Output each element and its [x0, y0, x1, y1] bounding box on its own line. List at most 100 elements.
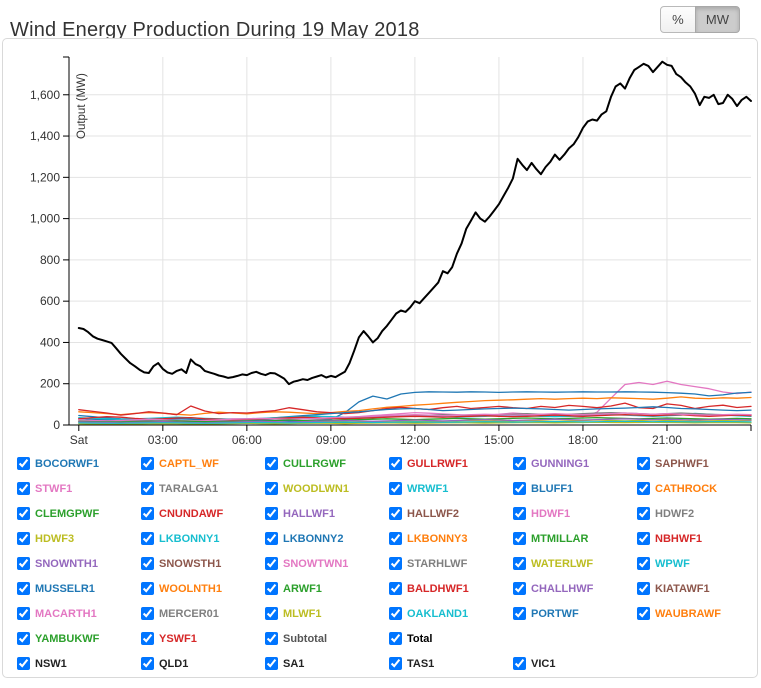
legend-item-PORTWF[interactable]: PORTWF — [513, 607, 637, 620]
legend-checkbox-YAMBUKWF[interactable] — [17, 632, 30, 645]
legend-checkbox-CNUNDAWF[interactable] — [141, 507, 154, 520]
legend-checkbox-STWF1[interactable] — [17, 482, 30, 495]
legend-checkbox-CLEMGPWF[interactable] — [17, 507, 30, 520]
legend-checkbox-BALDHWF1[interactable] — [389, 582, 402, 595]
legend-checkbox-MACARTH1[interactable] — [17, 607, 30, 620]
legend-item-HDWF3[interactable]: HDWF3 — [17, 532, 141, 545]
legend-checkbox-MTMILLAR[interactable] — [513, 532, 526, 545]
legend-checkbox-KIATAWF1[interactable] — [637, 582, 650, 595]
legend-item-KIATAWF1[interactable]: KIATAWF1 — [637, 582, 761, 595]
legend-item-WOODLWN1[interactable]: WOODLWN1 — [265, 482, 389, 495]
legend-item-HALLWF1[interactable]: HALLWF1 — [265, 507, 389, 520]
legend-checkbox-WATERLWF[interactable] — [513, 557, 526, 570]
legend-checkbox-VIC1[interactable] — [513, 657, 526, 670]
legend-item-MLWF1[interactable]: MLWF1 — [265, 607, 389, 620]
legend-checkbox-STARHLWF[interactable] — [389, 557, 402, 570]
legend-item-MERCER01[interactable]: MERCER01 — [141, 607, 265, 620]
legend-item-CHALLHWF[interactable]: CHALLHWF — [513, 582, 637, 595]
legend-checkbox-MLWF1[interactable] — [265, 607, 278, 620]
legend-item-WATERLWF[interactable]: WATERLWF — [513, 557, 637, 570]
legend-checkbox-CAPTL_WF[interactable] — [141, 457, 154, 470]
legend-item-ARWF1[interactable]: ARWF1 — [265, 582, 389, 595]
legend-checkbox-Subtotal[interactable] — [265, 632, 278, 645]
legend-item-HDWF1[interactable]: HDWF1 — [513, 507, 637, 520]
legend-checkbox-WPWF[interactable] — [637, 557, 650, 570]
legend-item-STWF1[interactable]: STWF1 — [17, 482, 141, 495]
legend-checkbox-HALLWF1[interactable] — [265, 507, 278, 520]
legend-checkbox-MERCER01[interactable] — [141, 607, 154, 620]
legend-item-STARHLWF[interactable]: STARHLWF — [389, 557, 513, 570]
legend-checkbox-HDWF3[interactable] — [17, 532, 30, 545]
legend-item-NBHWF1[interactable]: NBHWF1 — [637, 532, 761, 545]
legend-checkbox-HDWF2[interactable] — [637, 507, 650, 520]
legend-item-GULLRWF1[interactable]: GULLRWF1 — [389, 457, 513, 470]
legend-checkbox-OAKLAND1[interactable] — [389, 607, 402, 620]
legend-item-HDWF2[interactable]: HDWF2 — [637, 507, 761, 520]
legend-item-SNOWSTH1[interactable]: SNOWSTH1 — [141, 557, 265, 570]
legend-checkbox-TARALGA1[interactable] — [141, 482, 154, 495]
legend-checkbox-LKBONNY3[interactable] — [389, 532, 402, 545]
legend-item-GUNNING1[interactable]: GUNNING1 — [513, 457, 637, 470]
legend-item-MACARTH1[interactable]: MACARTH1 — [17, 607, 141, 620]
legend-checkbox-Total[interactable] — [389, 632, 402, 645]
legend-item-Total[interactable]: Total — [389, 632, 513, 645]
legend-item-BOCORWF1[interactable]: BOCORWF1 — [17, 457, 141, 470]
legend-item-LKBONNY2[interactable]: LKBONNY2 — [265, 532, 389, 545]
legend-item-HALLWF2[interactable]: HALLWF2 — [389, 507, 513, 520]
legend-checkbox-SNOWTWN1[interactable] — [265, 557, 278, 570]
legend-item-TARALGA1[interactable]: TARALGA1 — [141, 482, 265, 495]
legend-checkbox-CULLRGWF[interactable] — [265, 457, 278, 470]
legend-checkbox-HDWF1[interactable] — [513, 507, 526, 520]
legend-checkbox-NSW1[interactable] — [17, 657, 30, 670]
legend-item-WPWF[interactable]: WPWF — [637, 557, 761, 570]
legend-item-SAPHWF1[interactable]: SAPHWF1 — [637, 457, 761, 470]
legend-checkbox-WOOLNTH1[interactable] — [141, 582, 154, 595]
legend-item-SA1[interactable]: SA1 — [265, 657, 389, 670]
legend-item-Subtotal[interactable]: Subtotal — [265, 632, 389, 645]
legend-item-CULLRGWF[interactable]: CULLRGWF — [265, 457, 389, 470]
legend-checkbox-BOCORWF1[interactable] — [17, 457, 30, 470]
legend-checkbox-WOODLWN1[interactable] — [265, 482, 278, 495]
legend-checkbox-QLD1[interactable] — [141, 657, 154, 670]
legend-checkbox-SA1[interactable] — [265, 657, 278, 670]
legend-item-CATHROCK[interactable]: CATHROCK — [637, 482, 761, 495]
legend-item-QLD1[interactable]: QLD1 — [141, 657, 265, 670]
legend-checkbox-TAS1[interactable] — [389, 657, 402, 670]
legend-item-WRWF1[interactable]: WRWF1 — [389, 482, 513, 495]
legend-item-CNUNDAWF[interactable]: CNUNDAWF — [141, 507, 265, 520]
legend-item-CLEMGPWF[interactable]: CLEMGPWF — [17, 507, 141, 520]
legend-checkbox-NBHWF1[interactable] — [637, 532, 650, 545]
legend-item-WAUBRAWF[interactable]: WAUBRAWF — [637, 607, 761, 620]
legend-checkbox-YSWF1[interactable] — [141, 632, 154, 645]
legend-item-OAKLAND1[interactable]: OAKLAND1 — [389, 607, 513, 620]
legend-item-CAPTL_WF[interactable]: CAPTL_WF — [141, 457, 265, 470]
legend-item-YAMBUKWF[interactable]: YAMBUKWF — [17, 632, 141, 645]
legend-checkbox-SNOWSTH1[interactable] — [141, 557, 154, 570]
legend-checkbox-BLUFF1[interactable] — [513, 482, 526, 495]
legend-checkbox-WAUBRAWF[interactable] — [637, 607, 650, 620]
legend-checkbox-ARWF1[interactable] — [265, 582, 278, 595]
legend-item-LKBONNY1[interactable]: LKBONNY1 — [141, 532, 265, 545]
legend-item-VIC1[interactable]: VIC1 — [513, 657, 637, 670]
legend-item-NSW1[interactable]: NSW1 — [17, 657, 141, 670]
legend-checkbox-CHALLHWF[interactable] — [513, 582, 526, 595]
legend-item-LKBONNY3[interactable]: LKBONNY3 — [389, 532, 513, 545]
legend-checkbox-PORTWF[interactable] — [513, 607, 526, 620]
legend-item-TAS1[interactable]: TAS1 — [389, 657, 513, 670]
legend-checkbox-HALLWF2[interactable] — [389, 507, 402, 520]
legend-item-SNOWTWN1[interactable]: SNOWTWN1 — [265, 557, 389, 570]
legend-checkbox-SAPHWF1[interactable] — [637, 457, 650, 470]
legend-item-YSWF1[interactable]: YSWF1 — [141, 632, 265, 645]
legend-checkbox-CATHROCK[interactable] — [637, 482, 650, 495]
legend-checkbox-GULLRWF1[interactable] — [389, 457, 402, 470]
legend-item-BALDHWF1[interactable]: BALDHWF1 — [389, 582, 513, 595]
legend-checkbox-MUSSELR1[interactable] — [17, 582, 30, 595]
legend-item-MTMILLAR[interactable]: MTMILLAR — [513, 532, 637, 545]
legend-item-BLUFF1[interactable]: BLUFF1 — [513, 482, 637, 495]
mw-button[interactable]: MW — [694, 6, 740, 33]
legend-item-MUSSELR1[interactable]: MUSSELR1 — [17, 582, 141, 595]
legend-checkbox-WRWF1[interactable] — [389, 482, 402, 495]
percent-button[interactable]: % — [659, 6, 696, 33]
legend-item-SNOWNTH1[interactable]: SNOWNTH1 — [17, 557, 141, 570]
legend-item-WOOLNTH1[interactable]: WOOLNTH1 — [141, 582, 265, 595]
